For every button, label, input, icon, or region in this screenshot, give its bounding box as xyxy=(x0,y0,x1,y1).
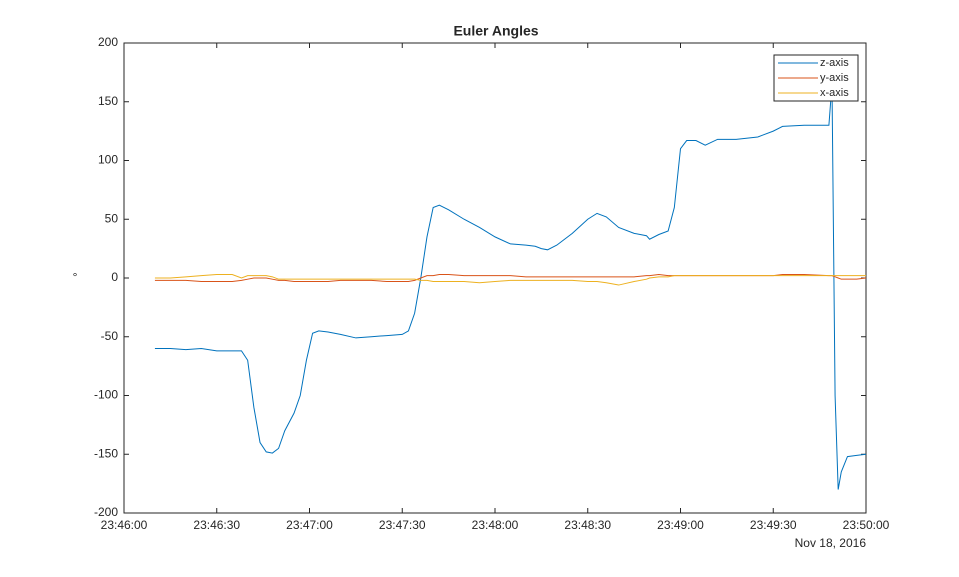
y-tick-label: 150 xyxy=(98,94,118,108)
data-line xyxy=(154,273,866,286)
y-tick-label: 50 xyxy=(105,211,119,225)
legend-label: y-axis xyxy=(820,72,849,84)
x-tick-label: 23:48:00 xyxy=(472,518,519,532)
x-tick-label: 23:49:30 xyxy=(750,518,797,532)
legend-label: x-axis xyxy=(820,87,849,99)
y-axis-label: ° xyxy=(73,270,78,284)
y-tick-label: -100 xyxy=(94,388,118,402)
legend-label: z-axis xyxy=(820,57,849,69)
y-tick-label: -50 xyxy=(101,329,119,343)
y-tick-label: -200 xyxy=(94,505,118,519)
y-tick-label: 200 xyxy=(98,35,118,49)
y-tick-label: 0 xyxy=(111,270,118,284)
y-tick-label: -150 xyxy=(94,446,118,460)
x-tick-label: 23:46:00 xyxy=(101,518,148,532)
data-line xyxy=(154,84,867,490)
x-tick-label: 23:50:00 xyxy=(843,518,890,532)
date-label: Nov 18, 2016 xyxy=(795,536,867,550)
y-tick-label: 100 xyxy=(98,153,118,167)
x-tick-label: 23:48:30 xyxy=(564,518,611,532)
x-tick-label: 23:47:00 xyxy=(286,518,333,532)
x-tick-label: 23:47:30 xyxy=(379,518,426,532)
x-tick-label: 23:46:30 xyxy=(193,518,240,532)
x-tick-label: 23:49:00 xyxy=(657,518,704,532)
chart-title: Euler Angles xyxy=(453,23,538,39)
